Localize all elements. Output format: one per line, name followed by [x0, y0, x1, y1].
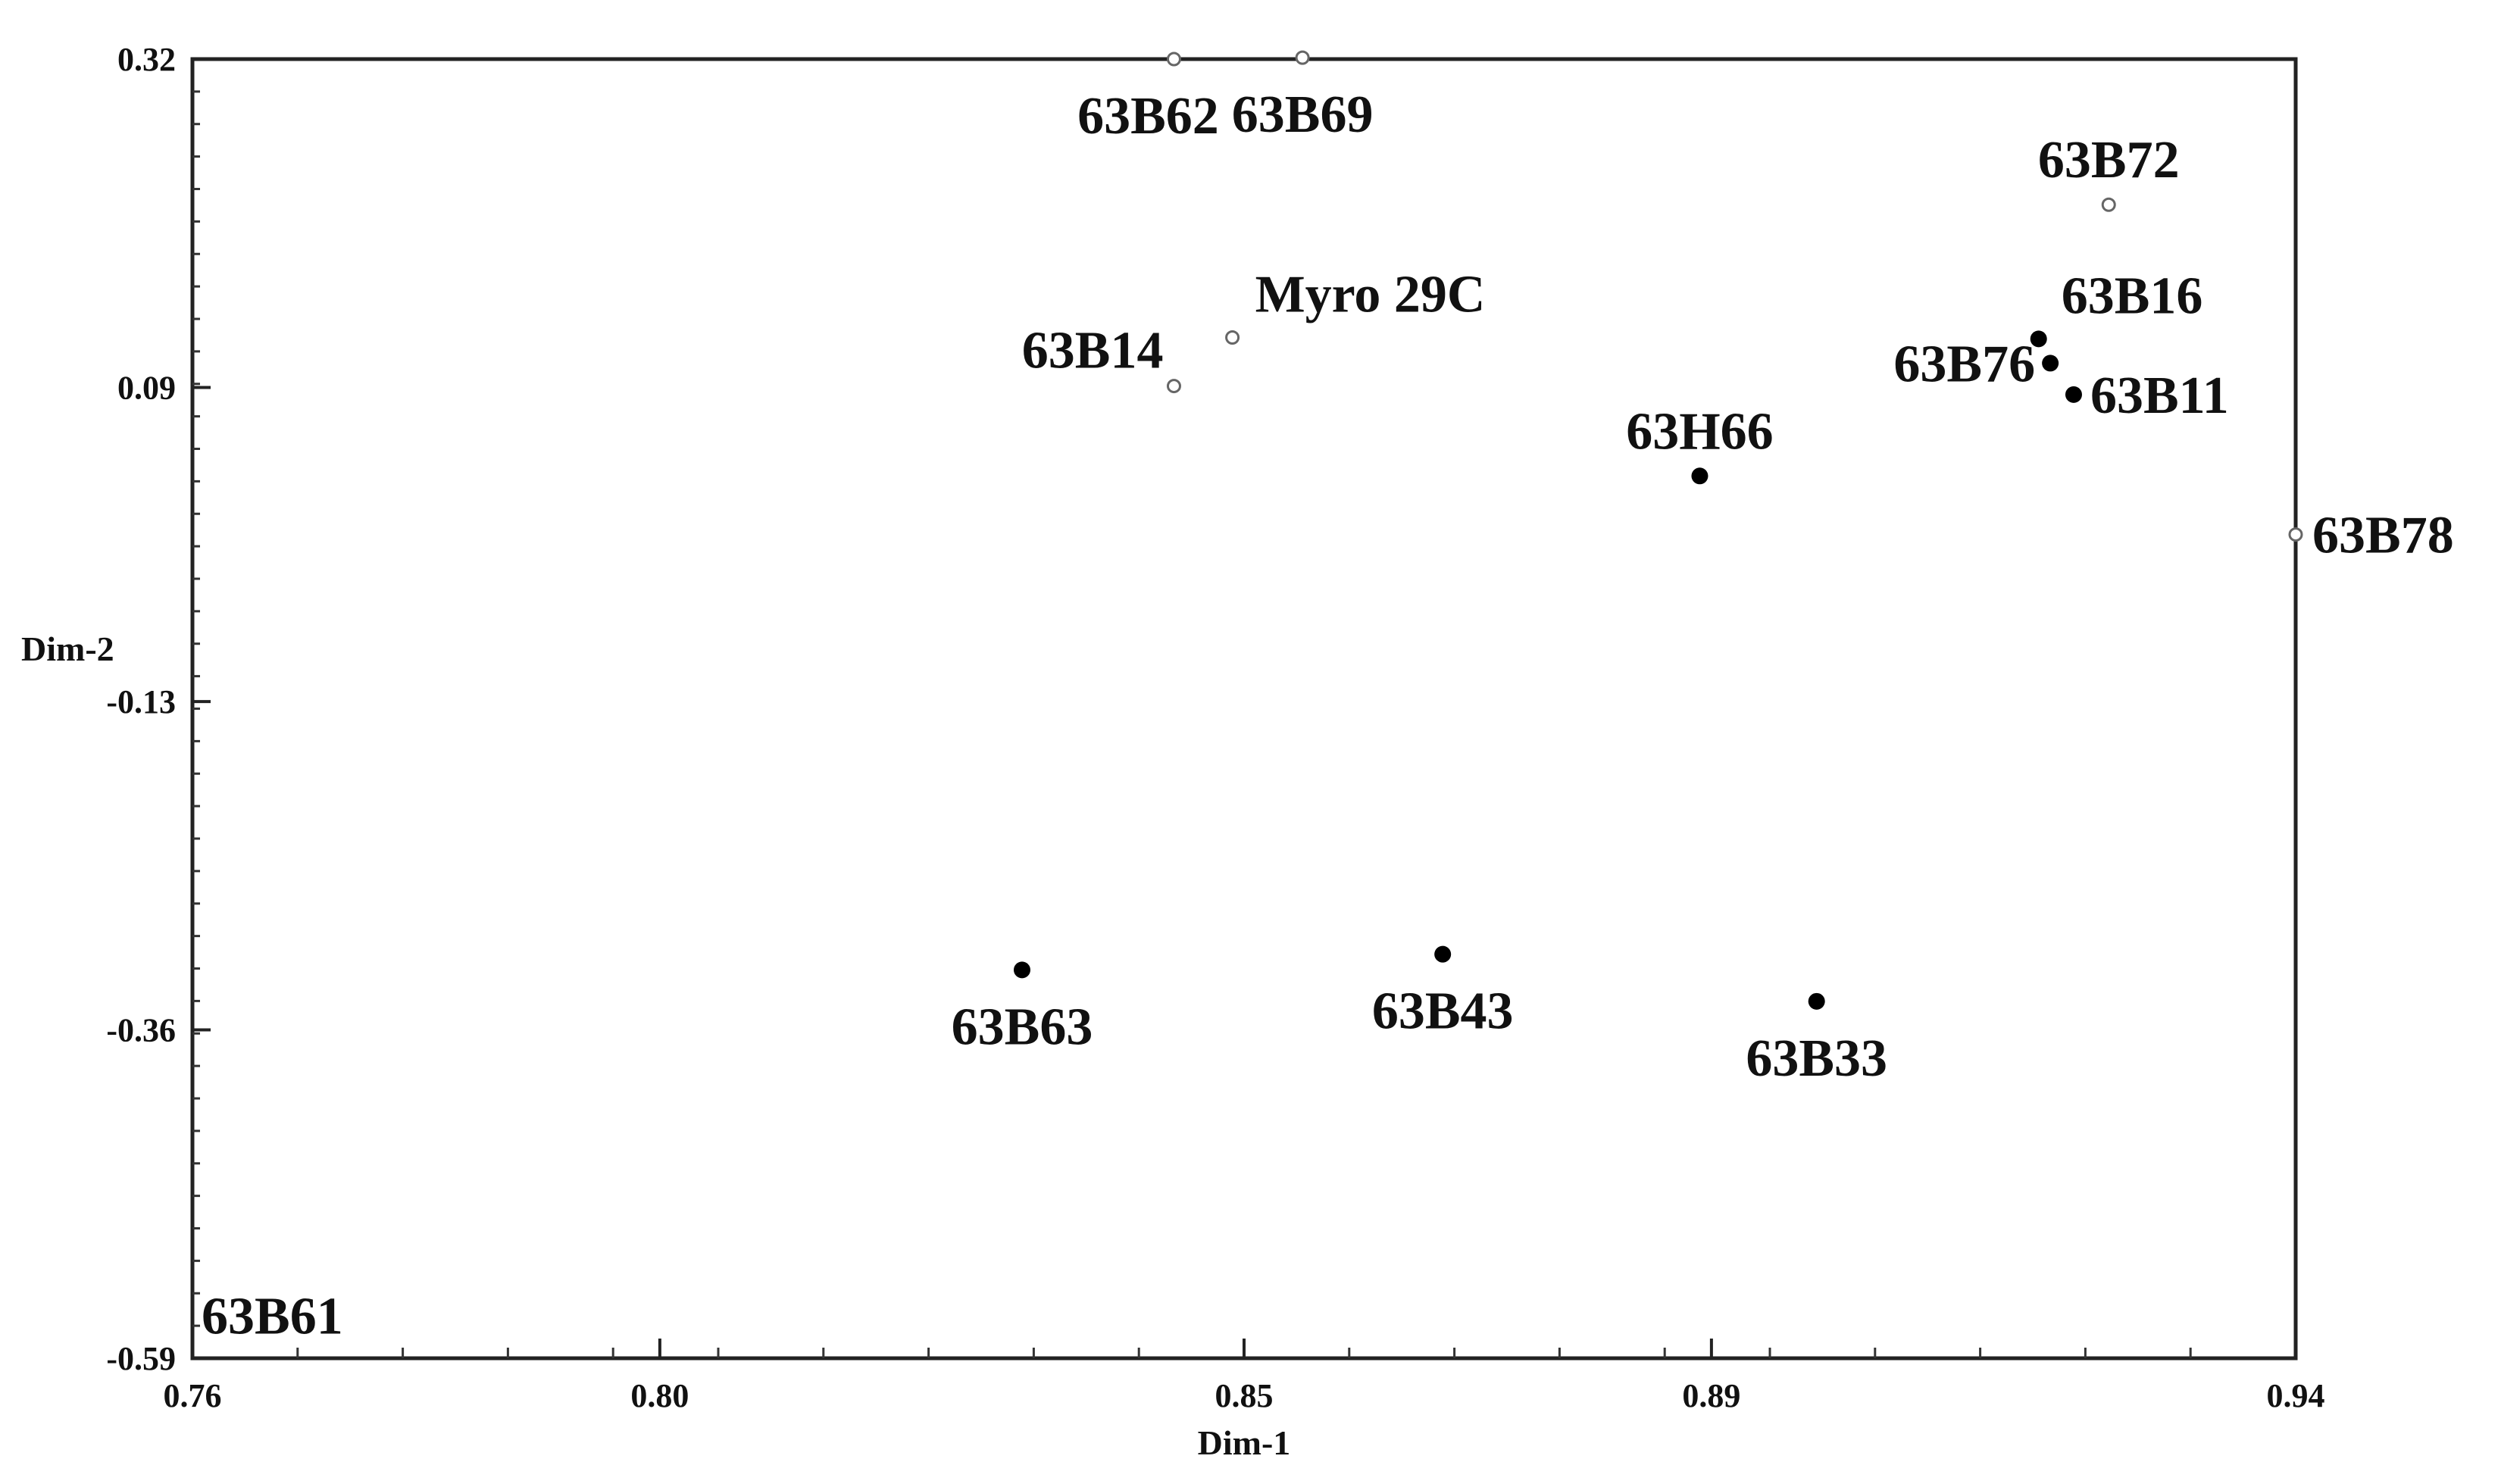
point-label: 63B16 [2062, 267, 2203, 325]
data-point [1434, 945, 1452, 963]
point-labels: 63B62 63B69 63B72 Myro 29C 63B14 63B16 63B76 63… [202, 86, 2454, 1345]
y-tick-label: -0.13 [106, 683, 176, 720]
y-tick-labels: 0.32 0.09 -0.13 -0.36 -0.59 [106, 41, 176, 1377]
point-label: 63B78 [2312, 507, 2454, 565]
y-tick-label: 0.32 [117, 41, 176, 78]
point-label: Myro 29C [1255, 266, 1486, 324]
point-label: 63B69 [1232, 86, 1374, 144]
point-label: 63B11 [2090, 367, 2229, 425]
plot-frame [190, 57, 2298, 1361]
y-tick-label: -0.36 [106, 1012, 176, 1049]
minor-ticks [192, 90, 2192, 1358]
y-axis-title: Dim-2 [21, 630, 114, 668]
data-point [2065, 386, 2082, 403]
x-tick-label: 0.76 [164, 1377, 222, 1414]
point-label: 63B33 [1746, 1029, 1887, 1088]
point-label: 63B14 [1022, 322, 1164, 380]
data-point [2288, 527, 2303, 542]
x-axis-title: Dim-1 [1198, 1423, 1291, 1462]
data-points [1013, 50, 2303, 1010]
point-label: 63B72 [2038, 131, 2180, 189]
x-tick-label: 0.89 [1682, 1377, 1740, 1414]
data-point [1225, 330, 1240, 345]
data-point [2101, 197, 2116, 212]
x-tick-label: 0.94 [2267, 1377, 2325, 1414]
point-label: 63B43 [1372, 983, 1514, 1041]
point-label: 63B62 [1077, 87, 1219, 145]
x-tick-labels: 0.76 0.80 0.85 0.89 0.94 [164, 1377, 2325, 1414]
data-point [1808, 992, 1825, 1010]
point-label: 63B76 [1893, 335, 2035, 393]
point-label: 63B63 [952, 998, 1093, 1056]
major-ticks [191, 58, 2297, 1360]
data-point [2030, 330, 2047, 348]
data-point [1166, 52, 1181, 67]
data-point [1295, 50, 1310, 65]
point-label: 63H66 [1626, 402, 1773, 461]
data-point [1691, 467, 1708, 485]
data-point [1166, 379, 1181, 394]
point-label: 63B61 [202, 1287, 343, 1345]
data-point [1013, 961, 1030, 979]
x-tick-label: 0.80 [630, 1377, 689, 1414]
data-point [2042, 355, 2059, 372]
x-tick-label: 0.85 [1215, 1377, 1274, 1414]
y-tick-label: 0.09 [117, 369, 176, 406]
y-tick-label: -0.59 [106, 1340, 176, 1377]
